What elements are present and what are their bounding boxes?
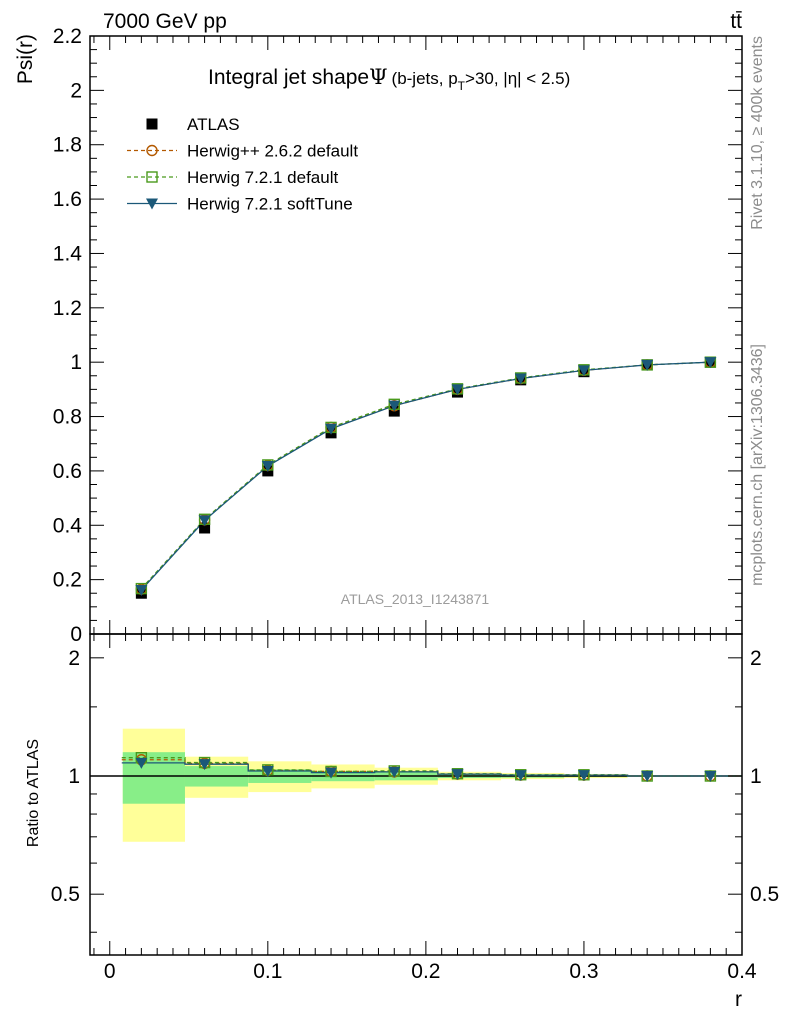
side-label-mcplots: mcplots.cern.ch [arXiv:1306.3436] [749,344,766,586]
point-herwig-7-2-1-softtune [451,384,464,396]
point-herwig-7-2-1-softtune [577,365,590,377]
ratio-line-herwig-7-2-1-default [121,757,742,777]
y-tick-label: 1.4 [53,242,83,265]
side-label-rivet: Rivet 3.1.10, ≥ 400k events [749,36,766,230]
y-tick-label: 0.2 [53,569,82,592]
ratio-line-herwig-7-2-1-softtune [121,762,742,777]
x-tick-label: 0.1 [253,960,282,983]
legend-label-herwig-7-2-1-softtune: Herwig 7.2.1 softTune [187,195,353,214]
point-herwig-7-2-1-softtune [135,584,148,596]
analysis-watermark: ATLAS_2013_I1243871 [341,591,490,607]
ratio-bands [90,728,742,842]
y-tick-label: 0.6 [53,460,82,483]
legend-marker-atlas [146,118,158,130]
chart-title-sub-end: >30, |η| < 2.5) [465,69,570,88]
x-tick-label: 0 [104,960,116,983]
chart-title-main: Integral jet shape [208,66,369,89]
axis-ticks: 0 0.1 0.2 0.3 0.4 0 0.2 0.4 0.6 0.8 1 1.2 1.4 1.6 1.8 2… [51,25,779,983]
ratio-point-herwig-7-2-1-softtune [704,771,717,783]
chart-title-sub-t: T [458,79,466,93]
ratio-tick-label: 2 [68,647,80,670]
point-herwig-7-2-1-softtune [261,461,274,473]
ratio-point-herwig-7-2-1-softtune [135,757,148,769]
y-tick-label: 0.8 [53,406,82,429]
x-tick-label: 0.4 [727,960,757,983]
y-tick-label: 2 [70,79,82,102]
ratio-tick-label-right: 0.5 [750,883,779,906]
ratio-y-axis-label: Ratio to ATLAS [25,739,42,847]
legend-label-herwig-2-6-2-default: Herwig++ 2.6.2 default [187,142,358,161]
ratio-point-herwig-7-2-1-softtune [514,770,527,782]
legend-marker-herwig-2-6-2-default [146,144,158,157]
point-herwig-7-2-1-softtune [325,423,338,435]
y-tick-label: 1.6 [53,188,82,211]
point-herwig-7-2-1-softtune [641,359,654,371]
ratio-tick-label: 1 [68,765,80,788]
ratio-point-herwig-7-2-1-softtune [388,766,401,778]
ratio-point-herwig-7-2-1-softtune [261,765,274,777]
legend: ATLAS Herwig++ 2.6.2 default Herwig 7.2.1 … [127,115,358,214]
y-axis-label: Psi(r) [14,34,37,84]
ratio-point-herwig-7-2-1-softtune [198,759,211,771]
series-markers [135,356,717,783]
y-tick-label: 1.8 [53,134,82,157]
chart-title: Integral jet shapeΨ (b-jets, pT>30, |η| <… [208,65,570,93]
legend-label-herwig-7-2-1-default: Herwig 7.2.1 default [187,168,338,187]
ratio-band-inner [122,752,185,804]
ratio-point-herwig-7-2-1-softtune [641,771,654,783]
ratio-point-herwig-7-2-1-softtune [577,770,590,782]
legend-marker-herwig-7-2-1-softtune [146,198,158,210]
point-herwig-7-2-1-softtune [704,357,717,369]
x-tick-label: 0.3 [569,960,598,983]
chart-title-sub: (b-jets, p [392,69,458,88]
ratio-frame [89,633,743,956]
point-herwig-7-2-1-softtune [198,515,211,527]
y-tick-label: 1.2 [53,297,82,320]
x-tick-label: 0.2 [411,960,440,983]
y-tick-label: 0 [70,623,82,646]
ratio-tick-label-right: 2 [750,647,762,670]
legend-marker-herwig-7-2-1-default [146,171,158,183]
ratio-tick-label: 0.5 [51,883,80,906]
x-axis-label: r [735,988,742,1011]
series-lines [121,361,742,777]
point-herwig-7-2-1-softtune [514,373,527,385]
energy-label: 7000 GeV pp [103,10,227,33]
series-line-herwig-7-2-1-default [140,361,711,590]
point-atlas [199,522,211,534]
legend-label-atlas: ATLAS [187,115,240,134]
ratio-point-herwig-7-2-1-softtune [325,767,338,779]
series-line-herwig-7-2-1-softtune [140,361,711,591]
process-label: tt̄ [730,10,742,33]
y-tick-label: 1 [70,351,82,374]
chart-title-symbol: Ψ [369,65,387,89]
y-tick-label: 2.2 [53,25,82,48]
y-tick-label: 0.4 [53,514,83,537]
point-herwig-7-2-1-softtune [388,400,401,412]
ratio-point-herwig-7-2-1-softtune [451,769,464,781]
ratio-tick-label-right: 1 [750,765,762,788]
